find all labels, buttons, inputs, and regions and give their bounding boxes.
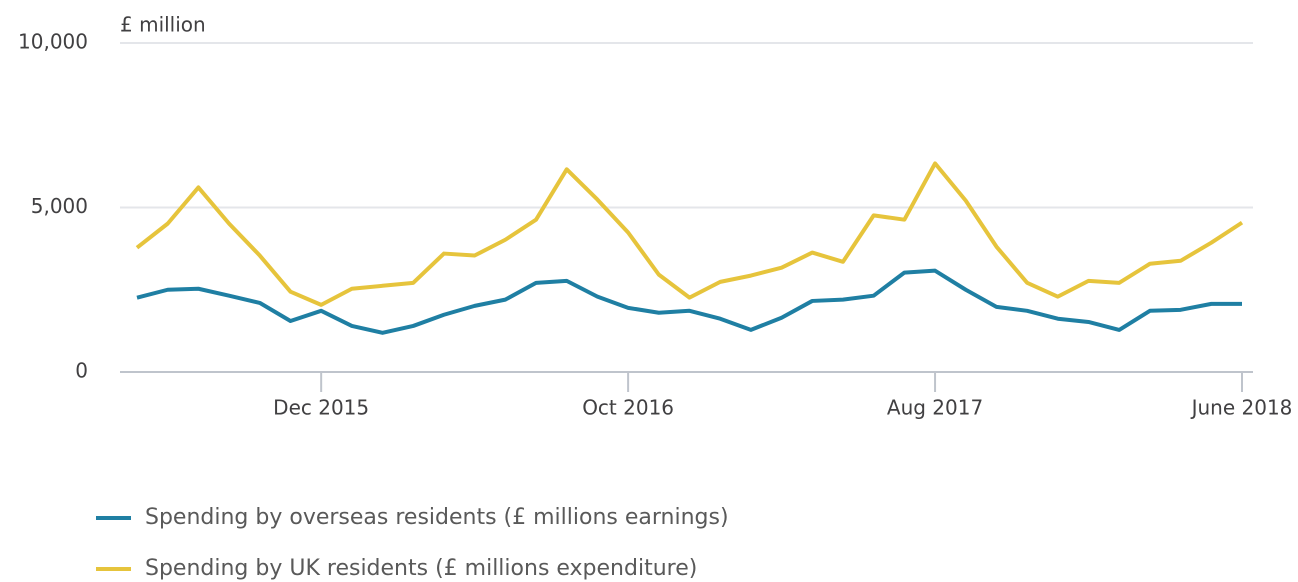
y-tick-label: 5,000 xyxy=(31,194,88,218)
x-tick-label: June 2018 xyxy=(1190,396,1293,420)
y-tick-label: 10,000 xyxy=(18,30,88,54)
y-axis-label: £ million xyxy=(120,13,206,37)
series-line xyxy=(136,268,1242,335)
x-tick-label: Dec 2015 xyxy=(273,396,369,420)
x-tick-label: Aug 2017 xyxy=(887,396,983,420)
legend-label: Spending by overseas residents (£ millio… xyxy=(145,505,729,530)
y-tick-label: 0 xyxy=(75,359,88,383)
series-line xyxy=(135,161,1244,307)
legend-label: Spending by UK residents (£ millions exp… xyxy=(145,556,697,581)
x-tick-label: Oct 2016 xyxy=(582,396,674,420)
